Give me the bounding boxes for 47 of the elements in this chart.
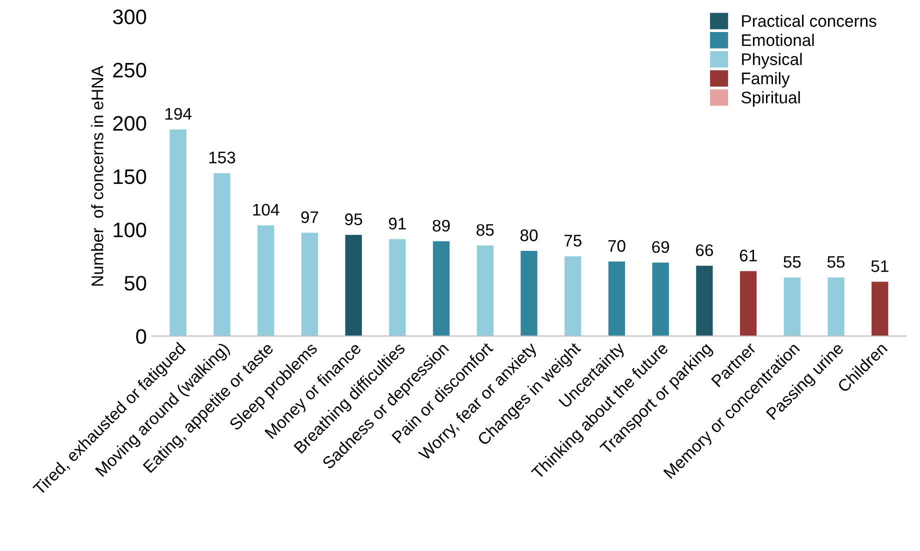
y-tick-label: 300	[112, 10, 146, 24]
bar	[258, 225, 274, 336]
legend-label: Physical	[742, 52, 802, 68]
y-tick-label: 100	[114, 222, 146, 238]
data-label: 61	[740, 250, 757, 262]
y-tick-label: 250	[113, 62, 146, 78]
y-axis-title: Number of concerns in eHNA	[91, 66, 104, 286]
bar	[564, 256, 582, 336]
data-label: 194	[165, 108, 192, 120]
y-tick-label: 200	[113, 116, 146, 131]
data-label: 80	[520, 229, 538, 242]
data-label: 75	[564, 234, 582, 247]
bar	[170, 129, 186, 336]
bar	[432, 241, 450, 336]
y-tick-label: 50	[124, 276, 146, 291]
data-label: 97	[301, 211, 318, 224]
legend-label: Practical concerns	[742, 14, 876, 27]
data-label: 91	[388, 218, 406, 230]
data-label: 104	[253, 204, 280, 216]
data-label: 66	[696, 244, 713, 256]
data-label: 89	[432, 220, 450, 232]
data-label: 69	[652, 241, 670, 253]
data-label: 70	[608, 240, 626, 252]
bar	[389, 239, 406, 336]
data-label: 85	[476, 224, 494, 236]
legend-label: Emotional	[742, 34, 814, 46]
data-label: 153	[209, 152, 236, 164]
bar	[740, 271, 757, 336]
legend-label: Spiritual	[742, 91, 800, 107]
bar	[476, 246, 494, 336]
data-label: 55	[784, 256, 801, 268]
y-tick-label: 150	[114, 169, 146, 184]
bar	[784, 278, 800, 336]
legend-label: Family	[742, 72, 790, 88]
y-tick-label: 0	[136, 329, 146, 344]
data-label: 95	[345, 213, 362, 226]
bar	[696, 266, 713, 336]
data-label: 51	[871, 260, 888, 272]
bar	[345, 234, 362, 336]
data-label: 55	[827, 256, 845, 268]
bar	[301, 232, 318, 336]
bar	[214, 173, 230, 336]
bar	[652, 262, 669, 336]
bar	[872, 282, 888, 336]
bar	[608, 262, 626, 336]
bar	[828, 278, 844, 336]
bar	[520, 250, 538, 336]
